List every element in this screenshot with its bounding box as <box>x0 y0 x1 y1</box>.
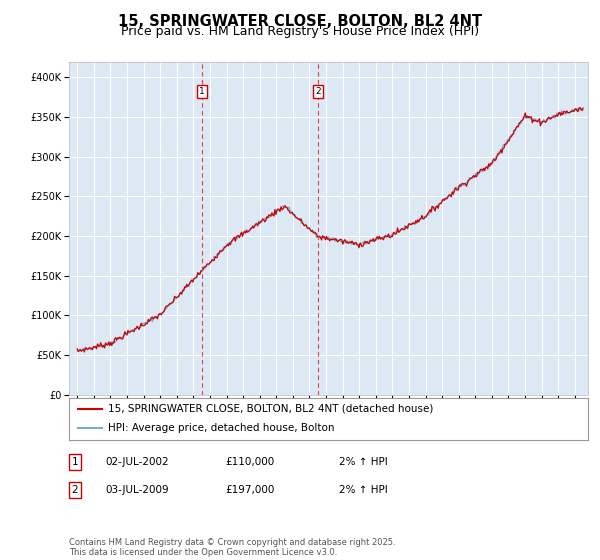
Text: 03-JUL-2009: 03-JUL-2009 <box>105 485 169 495</box>
Text: 2: 2 <box>71 485 79 495</box>
Text: 15, SPRINGWATER CLOSE, BOLTON, BL2 4NT (detached house): 15, SPRINGWATER CLOSE, BOLTON, BL2 4NT (… <box>108 404 433 414</box>
Text: 15, SPRINGWATER CLOSE, BOLTON, BL2 4NT: 15, SPRINGWATER CLOSE, BOLTON, BL2 4NT <box>118 14 482 29</box>
Text: HPI: Average price, detached house, Bolton: HPI: Average price, detached house, Bolt… <box>108 423 334 433</box>
Text: £197,000: £197,000 <box>225 485 274 495</box>
Text: 2% ↑ HPI: 2% ↑ HPI <box>339 485 388 495</box>
Text: Contains HM Land Registry data © Crown copyright and database right 2025.
This d: Contains HM Land Registry data © Crown c… <box>69 538 395 557</box>
Text: 2: 2 <box>315 87 320 96</box>
Text: 1: 1 <box>71 457 79 467</box>
Text: 2% ↑ HPI: 2% ↑ HPI <box>339 457 388 467</box>
Text: 02-JUL-2002: 02-JUL-2002 <box>105 457 169 467</box>
Text: £110,000: £110,000 <box>225 457 274 467</box>
Text: Price paid vs. HM Land Registry's House Price Index (HPI): Price paid vs. HM Land Registry's House … <box>121 25 479 38</box>
Text: 1: 1 <box>199 87 205 96</box>
